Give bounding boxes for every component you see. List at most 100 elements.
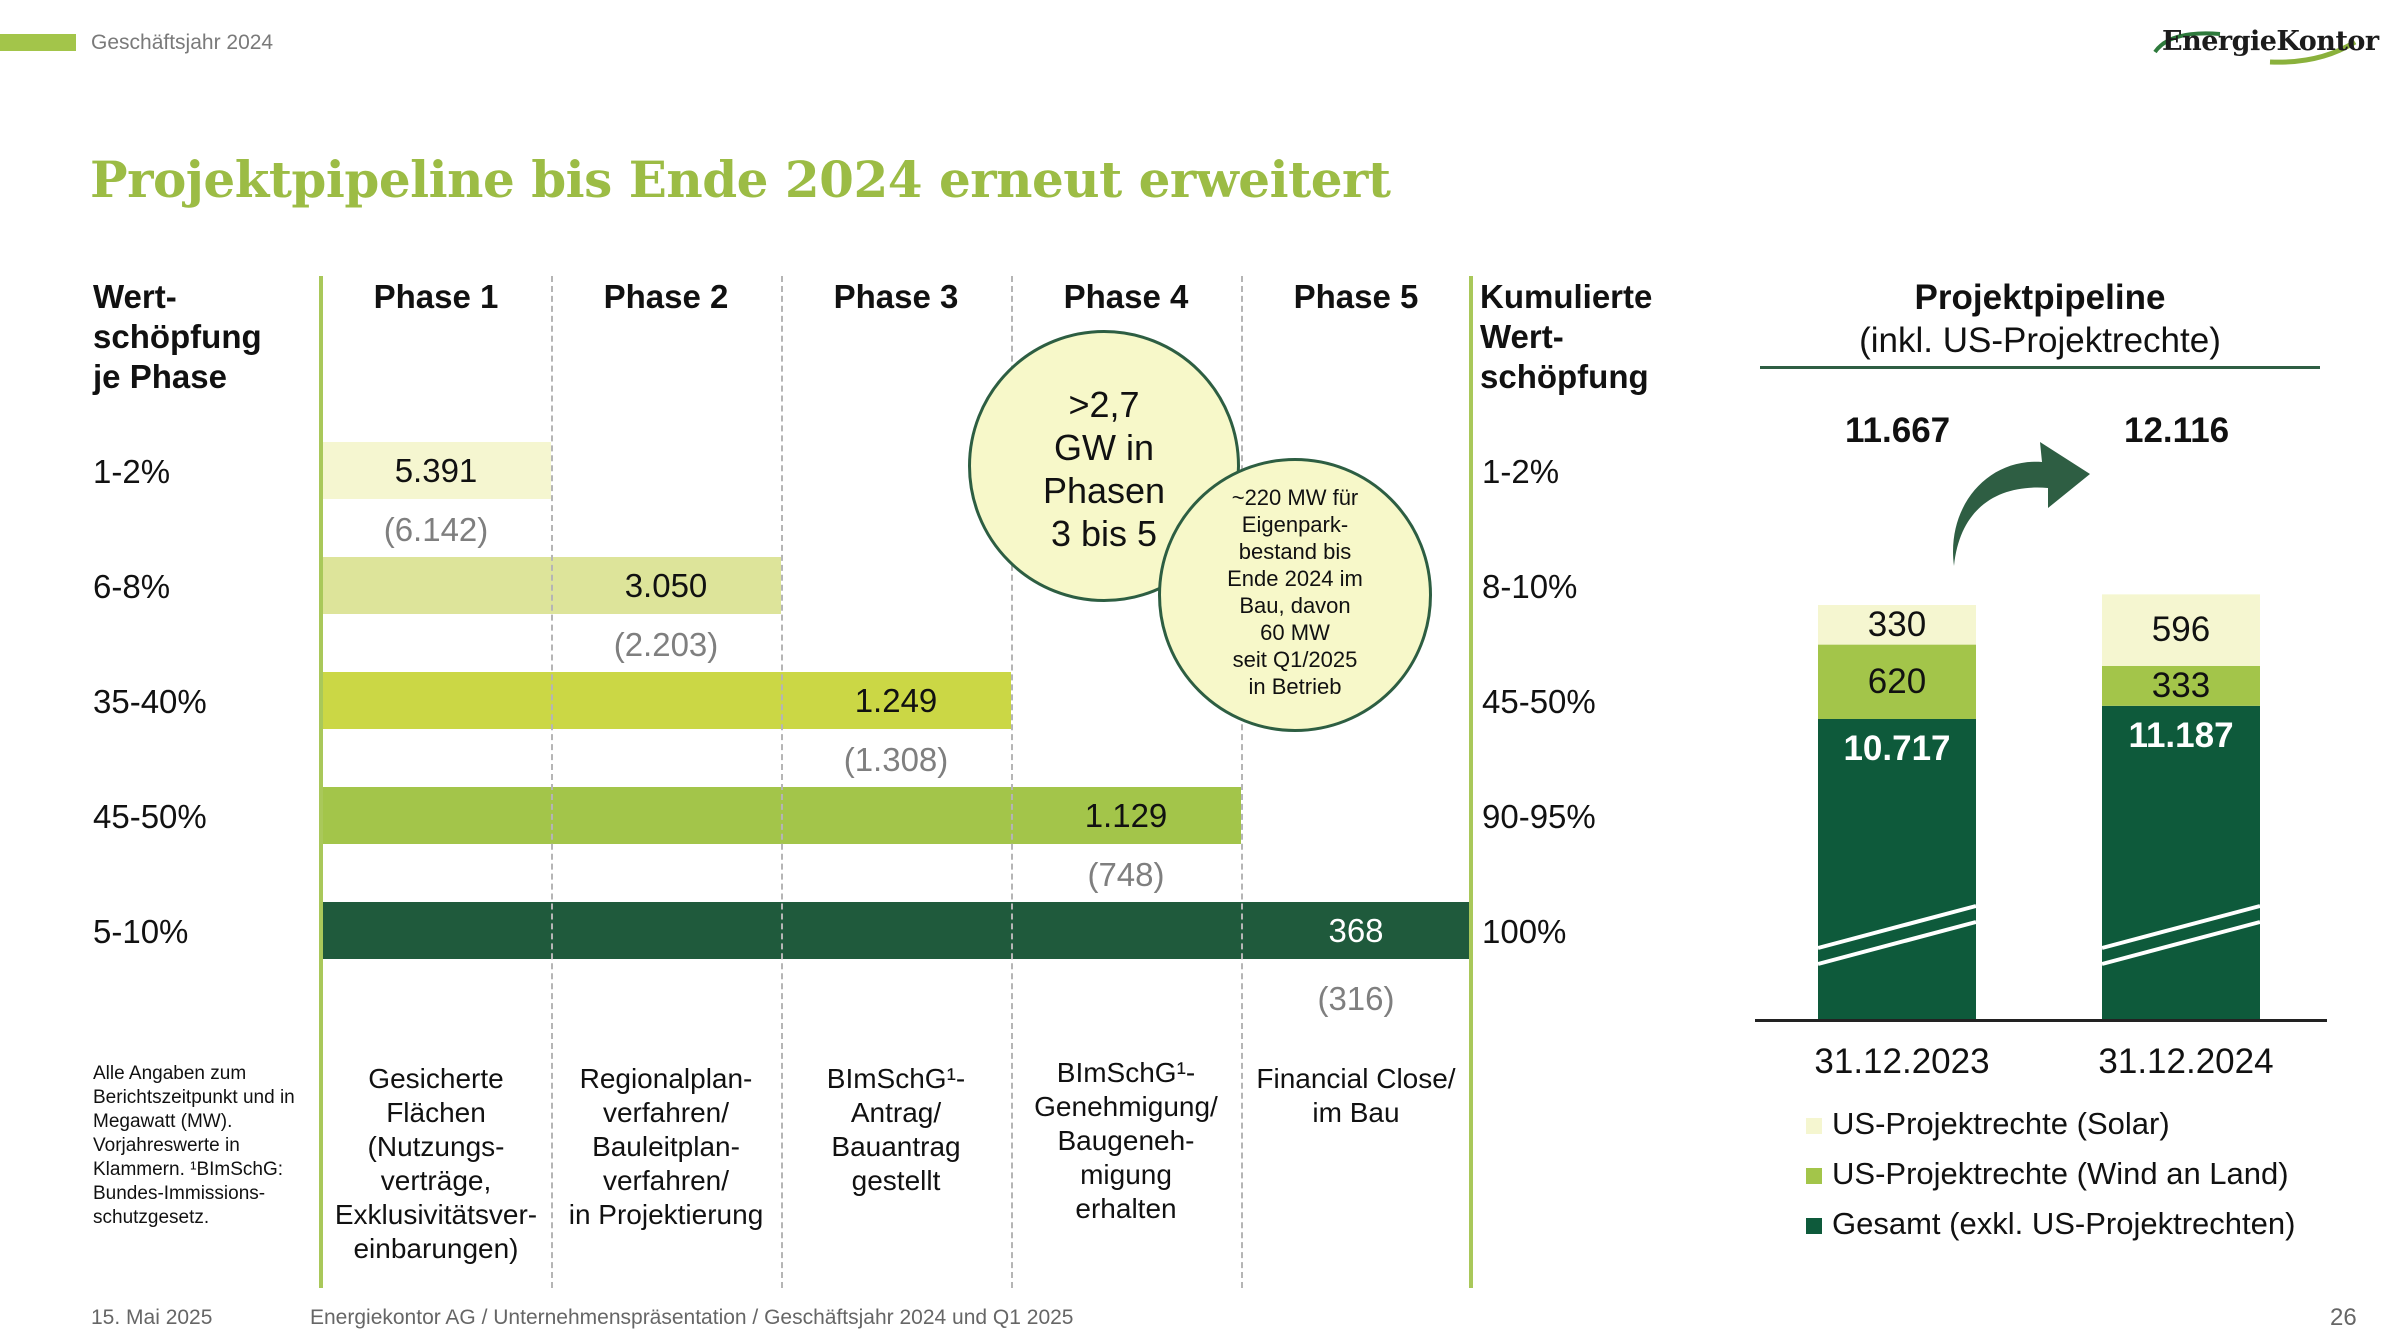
bar-segment (1818, 644, 1976, 719)
description-line: verfahren/ (602, 1097, 730, 1128)
description-line: in Projektierung (568, 1199, 764, 1230)
description-line: gestellt (851, 1165, 941, 1196)
bubble-line: Bau, davon (1239, 593, 1351, 618)
phase-value-5: 368 (1328, 912, 1384, 949)
page-title: Projektpipeline bis Ende 2024 erneut erw… (90, 150, 1391, 209)
phase-value-3: 1.249 (854, 682, 938, 719)
phase-header-5: Phase 5 (1293, 278, 1419, 315)
page-number: 26 (2330, 1304, 2357, 1331)
phase-header-3: Phase 3 (833, 278, 959, 315)
description-line: Bauantrag (831, 1131, 961, 1162)
legend-swatch (1806, 1167, 1822, 1184)
description-line: Genehmigung/ (1034, 1091, 1218, 1122)
bar-segment-label: 330 (1867, 604, 1927, 644)
header-line: schöpfung (93, 318, 262, 355)
phase-divider (1011, 276, 1013, 1288)
phase-previous-4: (748) (1087, 856, 1165, 893)
description-line: Baugeneh- (1057, 1125, 1195, 1156)
cumulative-value-4: 90-95% (1482, 798, 1596, 835)
footnote-line: Megawatt (MW). (93, 1111, 233, 1132)
axis-break-mark (1817, 904, 1977, 950)
stacked-bar-chart (1817, 594, 2261, 1019)
phase-header-1: Phase 1 (373, 278, 499, 315)
phase-bar-1 (321, 442, 551, 499)
legend-swatch (1806, 1217, 1822, 1234)
pipeline-chart-title: Projektpipeline (inkl. US-Projektrechte) (1760, 276, 2320, 362)
own-portfolio-bubble: ~220 MW für Eigenpark- bestand bis Ende … (1158, 458, 1432, 732)
value-share-1: 1-2% (93, 453, 171, 490)
phase-value-4: 1.129 (1084, 797, 1168, 834)
chart-title: Projektpipeline (1914, 278, 2166, 317)
chart-legend: US-Projektrechte (Solar) US-Projektrecht… (1806, 1106, 2295, 1242)
bubble-line: Eigenpark- (1241, 512, 1349, 537)
description-line: BImSchG¹- (1056, 1057, 1196, 1088)
bar-segment (2102, 594, 2260, 666)
bubble-line: 60 MW (1260, 620, 1330, 645)
bar-segment (2102, 705, 2260, 1019)
bar-segment-label: 596 (2151, 610, 2211, 650)
legend-item-solar: US-Projektrechte (Solar) (1806, 1106, 2295, 1142)
total-2024: 12.116 (2124, 411, 2230, 450)
left-divider (319, 276, 323, 1288)
header-line: Wert- (1480, 318, 1564, 355)
phase-previous-2: (2.203) (613, 626, 719, 663)
description-line: Gesicherte (368, 1063, 504, 1094)
footnote: Alle Angaben zum Berichtszeitpunkt und i… (93, 1062, 318, 1230)
bubble-line: GW in (1053, 427, 1154, 468)
bubble-line: 3 bis 5 (1050, 513, 1158, 554)
phase-header-4: Phase 4 (1063, 278, 1189, 315)
phase-divider (1241, 276, 1243, 1288)
footnote-line: Klammern. ¹BImSchG: (93, 1159, 284, 1180)
footer-date: 15. Mai 2025 (91, 1306, 213, 1329)
bubble-line: bestand bis (1238, 539, 1352, 564)
phase-description-4: BImSchG¹- Genehmigung/ Baugeneh- migung … (1011, 1056, 1241, 1226)
phase-bar-3 (321, 672, 1011, 729)
bubble-line: ~220 MW für (1231, 485, 1359, 510)
phase-value-1: 5.391 (394, 452, 478, 489)
description-line: Exklusivitätsver- (334, 1199, 538, 1230)
phase-description-3: BImSchG¹- Antrag/ Bauantrag gestellt (781, 1062, 1011, 1198)
phase-header-2: Phase 2 (603, 278, 729, 315)
logo-swoosh-icon (2153, 31, 2357, 65)
legend-label: US-Projektrechte (Wind an Land) (1832, 1156, 2289, 1191)
phase-bar-5 (321, 902, 1471, 959)
cumulative-value-2: 8-10% (1482, 568, 1578, 605)
bar-segment (1818, 605, 1976, 645)
description-line: Bauleitplan- (592, 1131, 740, 1162)
legend-label: Gesamt (exkl. US-Projektrechten) (1832, 1206, 2296, 1241)
phase-description-2: Regionalplan- verfahren/ Bauleitplan- ve… (551, 1062, 781, 1232)
legend-label: US-Projektrechte (Solar) (1832, 1106, 2170, 1141)
bubble-line: Phasen (1042, 470, 1166, 511)
value-share-4: 45-50% (93, 798, 207, 835)
bar-segment (1818, 719, 1976, 1019)
footer-text: Energiekontor AG / Unternehmenspräsentat… (310, 1306, 1074, 1329)
bubble-line: seit Q1/2025 (1232, 647, 1358, 672)
phase-previous-1: (6.142) (383, 511, 489, 548)
phase-divider (551, 276, 553, 1288)
x-axis-line (1755, 1019, 2327, 1022)
cumulative-value-5: 100% (1482, 913, 1567, 950)
description-line: verfahren/ (602, 1165, 730, 1196)
bubble-line: in Betrieb (1248, 674, 1342, 699)
fiscal-year-label: Geschäftsjahr 2024 (91, 31, 274, 54)
description-line: BImSchG¹- (826, 1063, 966, 1094)
legend-swatch (1806, 1117, 1822, 1134)
axis-break-mark (2101, 904, 2261, 950)
header-line: schöpfung (1480, 358, 1649, 395)
legend-item-total: Gesamt (exkl. US-Projektrechten) (1806, 1206, 2295, 1242)
bar-segment (2102, 665, 2260, 706)
chart-title-rule (1760, 366, 2320, 369)
footnote-line: Berichtszeitpunkt und in (93, 1087, 295, 1108)
description-line: Flächen (386, 1097, 486, 1128)
right-divider (1469, 276, 1473, 1288)
value-share-3: 35-40% (93, 683, 207, 720)
phase-value-2: 3.050 (624, 567, 708, 604)
total-2023: 11.667 (1845, 411, 1951, 450)
footnote-line: Vorjahreswerte in (93, 1135, 240, 1156)
footnote-line: schutzgesetz. (93, 1207, 210, 1228)
header-line: Wert- (93, 278, 177, 315)
description-line: Antrag/ (850, 1097, 942, 1128)
bubble-line: Ende 2024 im (1227, 566, 1363, 591)
header-line: Kumulierte (1480, 278, 1653, 315)
value-share-2: 6-8% (93, 568, 171, 605)
